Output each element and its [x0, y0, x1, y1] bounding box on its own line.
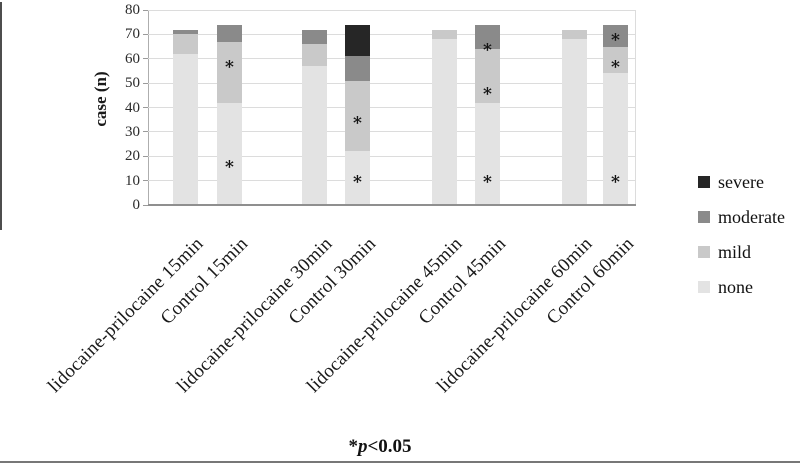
legend-swatch	[698, 211, 710, 223]
bar-segment-none	[603, 73, 628, 205]
significance-asterisk: *	[225, 157, 234, 178]
significance-asterisk: *	[483, 172, 492, 193]
legend-item: moderate	[698, 206, 785, 228]
bar-segment-moderate	[475, 24, 500, 49]
bar-segment-none	[217, 102, 242, 205]
y-axis-tick	[143, 155, 148, 157]
legend-item: none	[698, 276, 785, 298]
gridline	[148, 155, 635, 157]
significance-asterisk: *	[611, 172, 620, 193]
y-tick-label: 10	[125, 172, 140, 189]
bar-segment-none	[432, 39, 457, 205]
scan-edge-artifact-bottom	[0, 461, 800, 463]
footnote-star: *	[348, 436, 358, 457]
scan-edge-artifact-left	[0, 2, 2, 230]
legend-swatch	[698, 281, 710, 293]
bar-segment-moderate	[603, 24, 628, 47]
footnote-threshold: <0.05	[367, 436, 412, 457]
legend-label: mild	[718, 242, 752, 262]
legend-swatch	[698, 176, 710, 188]
y-tick-label: 40	[125, 99, 140, 116]
legend-label: severe	[718, 172, 764, 192]
legend-item: mild	[698, 241, 785, 263]
y-tick-label: 80	[125, 2, 140, 18]
bar-segment-mild	[432, 29, 457, 40]
bar-segment-none	[475, 102, 500, 205]
gridline	[148, 9, 635, 11]
bar-segment-none	[173, 53, 198, 205]
category-label: lidocaine-prilocaine 60min	[432, 233, 597, 397]
y-tick-label: 0	[132, 197, 141, 213]
footnote-p: p	[357, 436, 368, 457]
gridline	[148, 58, 635, 60]
significance-asterisk: *	[483, 84, 492, 105]
bar-segment-moderate	[345, 56, 370, 81]
legend-item: severe	[698, 171, 785, 193]
significance-footnote: *p<0.05	[280, 436, 480, 458]
bar-segment-severe	[345, 24, 370, 57]
bar-segment-mild	[302, 44, 327, 67]
significance-asterisk: *	[225, 57, 234, 78]
y-axis-tick	[143, 58, 148, 60]
y-axis-tick	[143, 180, 148, 182]
y-axis-tick	[143, 107, 148, 108]
y-axis-line	[148, 10, 149, 206]
x-axis-line	[148, 204, 636, 206]
significance-asterisk: *	[353, 113, 362, 134]
bar-segment-none	[345, 151, 370, 205]
y-axis-tick	[143, 204, 148, 206]
bar-segment-none	[562, 39, 587, 205]
gridline	[148, 131, 635, 133]
significance-asterisk: *	[483, 40, 492, 61]
y-tick-label: 30	[125, 123, 140, 140]
bar-segment-mild	[345, 80, 370, 152]
bar-segment-none	[302, 66, 327, 205]
y-axis-tick	[143, 33, 148, 35]
significance-asterisk: *	[611, 30, 620, 51]
bar-segment-moderate	[302, 29, 327, 45]
gridline	[148, 180, 635, 182]
y-axis-tick	[143, 131, 148, 133]
significance-asterisk: *	[353, 172, 362, 193]
y-tick-label: 70	[125, 26, 140, 43]
bar-segment-mild	[217, 41, 242, 103]
legend-label: moderate	[718, 207, 785, 227]
y-axis-tick	[143, 9, 148, 11]
legend: severe moderate mild none	[698, 171, 785, 298]
significance-asterisk: *	[611, 57, 620, 78]
bar-segment-moderate	[173, 29, 198, 35]
legend-swatch	[698, 246, 710, 258]
bar-segment-mild	[173, 34, 198, 54]
y-axis-tick	[143, 82, 148, 84]
y-tick-label: 50	[125, 75, 140, 92]
y-tick-label: 60	[125, 50, 140, 67]
bar-segment-mild	[562, 29, 587, 40]
gridline	[148, 33, 635, 35]
bar-segment-mild	[475, 49, 500, 103]
gridline	[148, 82, 635, 84]
plot-right-border	[635, 10, 636, 205]
gridline	[148, 107, 635, 108]
bar-segment-mild	[603, 46, 628, 74]
bar-segment-moderate	[217, 24, 242, 42]
y-tick-label: 20	[125, 148, 140, 165]
legend-label: none	[718, 277, 753, 297]
